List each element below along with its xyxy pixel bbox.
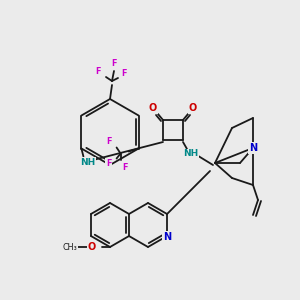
Text: F: F (121, 68, 127, 77)
Text: F: F (106, 159, 111, 168)
Text: O: O (189, 103, 197, 113)
Text: N: N (249, 143, 257, 153)
Text: N: N (163, 232, 171, 242)
Text: F: F (106, 137, 111, 146)
Text: F: F (111, 58, 117, 68)
Text: F: F (122, 163, 127, 172)
Text: NH: NH (80, 158, 95, 167)
Text: O: O (88, 242, 96, 252)
Text: CH₃: CH₃ (63, 242, 77, 251)
Text: O: O (149, 103, 157, 113)
Text: F: F (95, 67, 101, 76)
Text: NH: NH (183, 149, 199, 158)
